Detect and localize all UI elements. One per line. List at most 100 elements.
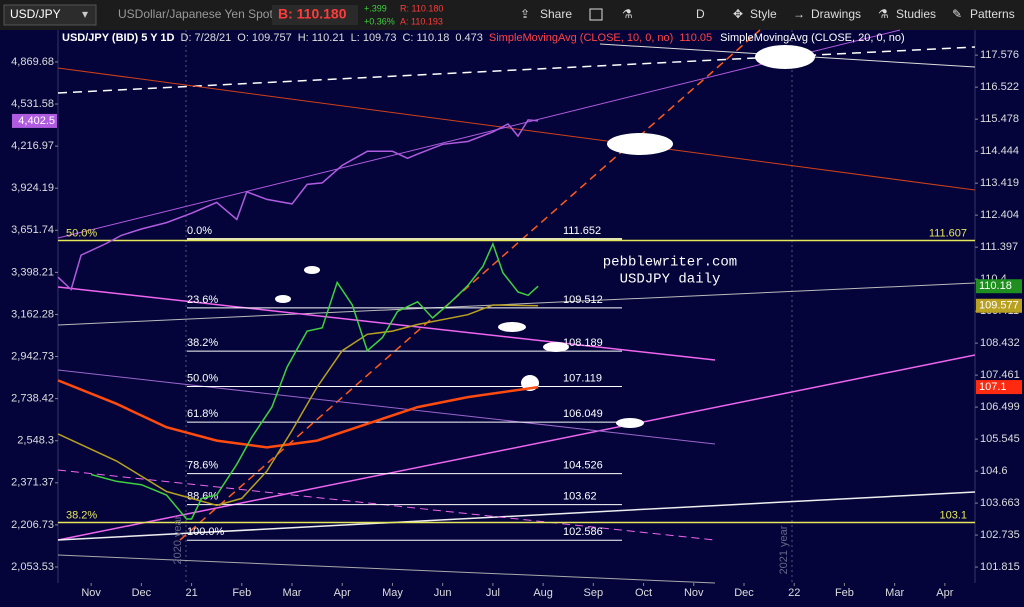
x-tick-label: May [382,587,403,599]
level-label: 50.0% [66,227,97,239]
y2-tick-label: 112.404 [980,209,1019,221]
y2-tick-label: 111.397 [980,241,1018,253]
change-pct: +0.36% [364,16,395,26]
x-tick-label: Nov [684,587,704,599]
y2-tick-label: 103.663 [980,497,1020,509]
toolbar-button[interactable]: Style [750,7,777,21]
trend-line [57,67,976,191]
patterns-icon[interactable]: ✎ [952,7,962,21]
x-tick-label: Apr [936,587,953,599]
x-tick-label: 21 [185,587,197,599]
y2-tick-label: 116.522 [980,81,1019,93]
fib-value: 106.049 [563,408,603,420]
annotation: USDJPY daily [620,272,721,288]
fib-label: 0.0% [187,225,212,237]
y2-tick-label: 104.6 [980,465,1008,477]
y2-tick-label: 101.815 [980,561,1020,573]
studies-icon[interactable]: ⚗ [878,7,889,21]
series-line [57,119,539,291]
toolbar-button[interactable]: Share [540,7,572,21]
fib-value: 111.652 [563,225,601,237]
y2-tick-label: 105.545 [980,433,1020,445]
style-icon[interactable]: ✥ [733,7,743,21]
level-value: 111.607 [929,227,967,239]
series-line [57,304,539,507]
trend-line [57,354,976,541]
y2-tick-label: 117.576 [980,49,1019,61]
trend-line [57,369,716,445]
fib-value: 104.526 [563,460,603,472]
series-line [90,241,539,520]
price-tag-label: 107.1 [979,381,1007,393]
fib-label: 88.6% [187,490,218,502]
toolbar-button[interactable]: Drawings [811,7,861,21]
x-tick-label: Jul [486,587,500,599]
fib-label: 100.0% [187,526,225,538]
trend-line [57,282,976,326]
change: +.399 [364,3,387,13]
header-text: 0.473 [455,32,483,44]
fib-value: 108.189 [563,337,603,349]
toolbar: USD/JPY ▾ USDollar/Japanese Yen Spot B: … [0,0,1024,30]
header-text: SimpleMovingAvg (CLOSE, 10, 0, no) [489,32,673,44]
toolbar-button[interactable]: D [696,7,705,21]
dropdown-icon[interactable]: ▾ [82,7,88,21]
fib-label: 23.6% [187,294,218,306]
header-text: D: 7/28/21 [181,32,232,44]
marker-ellipse [616,418,644,428]
a-price: A: 110.193 [400,16,443,26]
price-tag [976,298,1022,313]
y2-tick-label: 108.432 [980,337,1020,349]
description: USDollar/Japanese Yen Spot [118,7,273,21]
y-tick-label: 2,548.3 [17,435,54,447]
share-icon[interactable]: ⇪ [520,7,530,21]
x-tick-label: Mar [885,587,904,599]
trend-line [57,491,976,541]
y-tick-label: 2,206.73 [11,519,54,531]
header-text: C: 110.18 [402,32,449,44]
price-tag [976,380,1022,395]
y-tick-label: 4,531.58 [11,98,54,110]
annotation: pebblewriter.com [603,255,737,271]
y-tick-label: 2,371.37 [11,477,54,489]
flask-icon[interactable]: ⚗ [622,7,633,21]
symbol-box[interactable] [3,4,97,26]
y-tick-label: 3,398.21 [11,266,54,278]
header-text: L: 109.73 [351,32,397,44]
price-tag [976,279,1022,294]
y2-tick-label: 113.419 [980,177,1019,189]
header-text: O: 109.757 [237,32,291,44]
trend-line [57,286,716,361]
x-tick-label: Sep [584,587,604,599]
toolbar-button[interactable]: Patterns [970,7,1015,21]
header-text: USD/JPY (BID) 5 Y 1D [62,32,175,44]
series-line [57,379,539,449]
marker-ellipse [543,342,569,352]
fib-value: 107.119 [563,372,602,384]
fib-value: 103.62 [563,490,597,502]
drawings-icon[interactable]: → [793,7,805,21]
fib-label: 61.8% [187,408,218,420]
toolbar-button[interactable]: Studies [896,7,936,21]
price-tag-label: 109.577 [979,300,1019,312]
marker-ellipse [498,322,526,332]
header-text: 110.05 [679,32,712,44]
save-icon[interactable] [589,8,603,21]
y-tick-label: 2,738.42 [11,393,54,405]
x-tick-label: Feb [835,587,854,599]
x-tick-label: 22 [788,587,800,599]
year-marker: 2020 year [172,515,184,564]
level-value: 103.1 [939,509,967,521]
marker-ellipse [275,295,291,303]
y-tick-label: 2,942.73 [11,350,54,362]
trend-line [57,29,901,239]
y2-tick-label: 114.444 [980,145,1019,157]
trend-line [179,29,761,541]
x-tick-label: Oct [635,587,652,599]
x-tick-label: Jun [434,587,452,599]
y-tick-label: 3,924.19 [11,182,54,194]
fib-value: 102.586 [563,526,603,538]
symbol[interactable]: USD/JPY [10,7,61,21]
